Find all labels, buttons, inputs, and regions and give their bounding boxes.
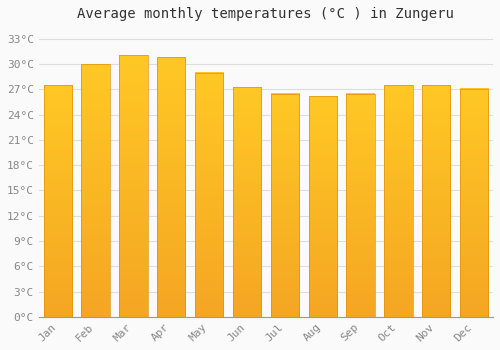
Bar	[157, 57, 186, 317]
Bar	[422, 85, 450, 317]
Bar	[308, 96, 337, 317]
Bar	[270, 94, 299, 317]
Bar	[460, 89, 488, 317]
Title: Average monthly temperatures (°C ) in Zungeru: Average monthly temperatures (°C ) in Zu…	[78, 7, 454, 21]
Bar	[119, 55, 148, 317]
Bar	[233, 87, 261, 317]
Bar	[346, 94, 375, 317]
Bar	[82, 64, 110, 317]
Bar	[384, 85, 412, 317]
Bar	[44, 85, 72, 317]
Bar	[195, 72, 224, 317]
